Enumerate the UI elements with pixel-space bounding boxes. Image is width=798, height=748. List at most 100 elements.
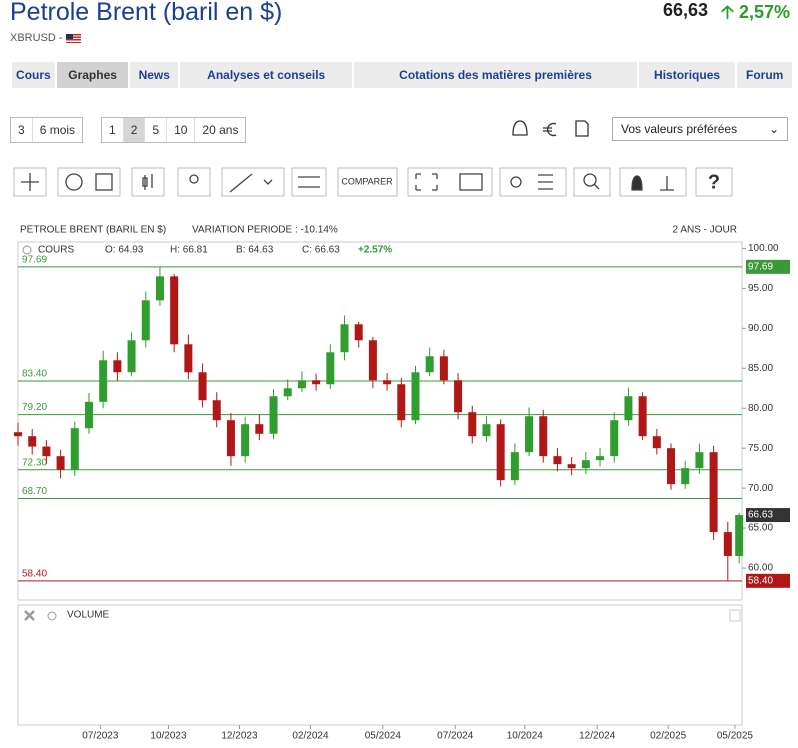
settings-icon[interactable] bbox=[47, 611, 57, 621]
compare-label[interactable]: COMPARER bbox=[341, 176, 393, 186]
title: Petrole Brent (baril en $) bbox=[10, 0, 283, 26]
nav-tab[interactable]: Cours bbox=[12, 62, 57, 88]
x-tick-label: 05/2024 bbox=[365, 731, 402, 742]
period-button[interactable]: 6 mois bbox=[39, 123, 76, 137]
candle-body bbox=[581, 460, 590, 469]
candle-body bbox=[667, 448, 676, 485]
chart-title: PETROLE BRENT (BARIL EN $) bbox=[20, 225, 166, 236]
doc-icon[interactable] bbox=[575, 120, 589, 137]
level-badge bbox=[746, 573, 790, 588]
candle-body bbox=[170, 276, 179, 345]
period-button[interactable]: 1 bbox=[102, 118, 124, 142]
select-text: Vos valeurs préférées bbox=[621, 122, 738, 136]
period-button[interactable]: 3 bbox=[11, 118, 33, 142]
candle-body bbox=[496, 424, 505, 481]
bell-icon[interactable] bbox=[512, 120, 528, 136]
change: 🡡 2,57% bbox=[721, 0, 790, 30]
x-tick-label: 05/2025 bbox=[717, 731, 754, 742]
candle-body bbox=[510, 452, 519, 481]
period-button[interactable]: 20 ans bbox=[202, 123, 239, 137]
ohlc-label: H: 66.81 bbox=[170, 245, 208, 256]
lab-icon bbox=[660, 176, 674, 191]
compare-button[interactable] bbox=[337, 167, 398, 197]
up-arrow: 🡡 bbox=[721, 2, 734, 22]
candle-body bbox=[709, 452, 718, 533]
tool-button[interactable] bbox=[177, 167, 211, 197]
ohlc-label: C: 66.63 bbox=[302, 245, 340, 256]
ohlc-label: O: 64.93 bbox=[105, 245, 144, 256]
candle-body bbox=[397, 384, 406, 421]
toolbar-icons bbox=[21, 173, 674, 193]
list-icon bbox=[538, 174, 553, 190]
favorites-select[interactable]: Vos valeurs préférées ⌄ bbox=[612, 117, 788, 141]
close-icon[interactable] bbox=[24, 610, 35, 621]
candle-body bbox=[539, 416, 548, 457]
x-tick-label: 02/2025 bbox=[650, 731, 687, 742]
candle-body bbox=[42, 446, 51, 457]
tool-button[interactable] bbox=[291, 167, 327, 197]
maximize-icon[interactable] bbox=[729, 609, 741, 622]
candle-body bbox=[226, 420, 235, 457]
nav-tab[interactable]: Forum bbox=[745, 68, 784, 82]
tool-button[interactable] bbox=[499, 167, 567, 197]
euro-icon[interactable] bbox=[543, 122, 557, 137]
tool-button[interactable] bbox=[619, 167, 687, 197]
candle-body bbox=[155, 276, 164, 301]
candle-body bbox=[241, 424, 250, 457]
candle-body bbox=[184, 344, 193, 373]
y-tick-label: 65.00 bbox=[748, 523, 773, 534]
tool-button[interactable] bbox=[13, 167, 47, 197]
candle-body bbox=[28, 436, 37, 447]
candle-body bbox=[212, 400, 221, 421]
nav-tab[interactable]: Analyses et conseils bbox=[180, 62, 355, 88]
candle-body bbox=[14, 432, 22, 437]
tool-button[interactable] bbox=[573, 167, 611, 197]
clock-icon bbox=[65, 173, 83, 191]
nav-tab[interactable]: Historiques bbox=[639, 62, 738, 88]
settings-icon[interactable] bbox=[22, 245, 32, 255]
tool-button[interactable] bbox=[57, 167, 121, 197]
nav-tab[interactable]: News bbox=[130, 62, 181, 88]
candle-body bbox=[84, 401, 93, 429]
period-button[interactable]: 2 bbox=[123, 118, 146, 142]
alert-icons bbox=[512, 120, 589, 137]
candle-body bbox=[113, 360, 122, 373]
tool-button[interactable] bbox=[695, 167, 733, 197]
tool-button[interactable] bbox=[131, 167, 165, 197]
candle-body bbox=[735, 515, 744, 557]
level-label: 97.69 bbox=[22, 254, 47, 265]
candle-body bbox=[567, 464, 576, 469]
period-button[interactable]: 5 bbox=[145, 118, 168, 142]
tool-button[interactable] bbox=[221, 167, 285, 197]
volume-label: VOLUME bbox=[67, 610, 110, 621]
candle-body bbox=[454, 380, 463, 413]
level-badge-label: 97.69 bbox=[748, 261, 773, 272]
frame-icon bbox=[459, 173, 483, 191]
candle-body bbox=[553, 456, 562, 465]
period-button[interactable]: 10 bbox=[167, 118, 196, 142]
y-tick-label: 85.00 bbox=[748, 363, 773, 374]
chart-period: 2 ANS - JOUR bbox=[673, 225, 737, 236]
candle-body bbox=[723, 532, 732, 557]
level-label: 79.20 bbox=[22, 402, 47, 413]
series-label: COURS bbox=[38, 245, 74, 256]
x-tick-label: 12/2024 bbox=[579, 731, 616, 742]
candle-body bbox=[652, 436, 661, 449]
nav-tab[interactable]: Graphes bbox=[56, 62, 131, 88]
candle-body bbox=[596, 456, 605, 461]
tool-button[interactable] bbox=[407, 167, 493, 197]
symbol: XBRUSD - bbox=[10, 32, 81, 44]
level-label: 83.40 bbox=[22, 369, 47, 380]
ohlc-label: B: 64.63 bbox=[236, 245, 274, 256]
nav-tab[interactable]: Cotations des matières premières bbox=[354, 62, 639, 88]
period-group: 3 6 mois bbox=[10, 117, 84, 143]
y-tick-label: 90.00 bbox=[748, 323, 773, 334]
x-tick-label: 12/2023 bbox=[221, 731, 258, 742]
plot-frame bbox=[17, 241, 743, 601]
chart-subtitle: VARIATION PERIODE : -10.14% bbox=[192, 225, 338, 236]
candle-body bbox=[411, 372, 420, 421]
candle-body bbox=[383, 380, 392, 385]
candle-body bbox=[198, 372, 207, 401]
